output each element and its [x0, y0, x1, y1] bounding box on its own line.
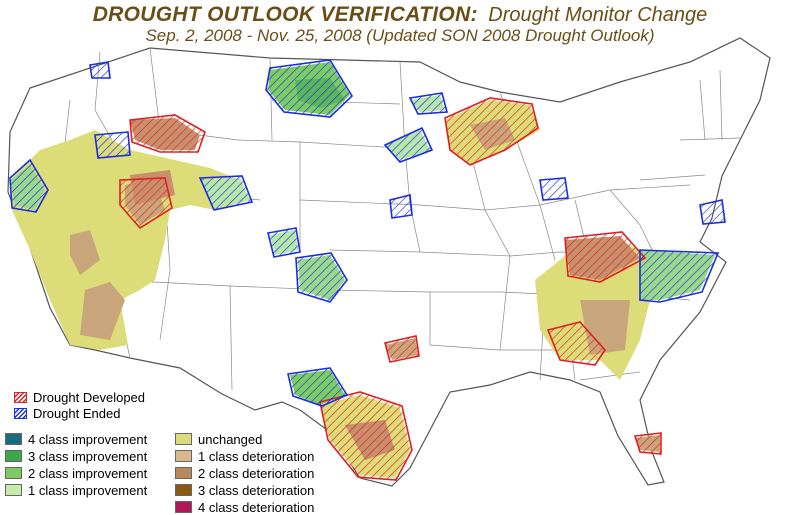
legend-swatch — [5, 450, 22, 462]
red-hatch-swatch — [14, 391, 27, 403]
legend-drought-developed: Drought Developed — [14, 389, 145, 405]
legend-label: unchanged — [198, 431, 263, 447]
legend-swatch — [175, 450, 192, 462]
title-main: DROUGHT OUTLOOK VERIFICATION: — [92, 3, 478, 26]
legend-swatch — [175, 433, 192, 445]
legend-label: 4 class improvement — [28, 431, 148, 447]
legend-item: 1 class improvement — [5, 482, 175, 498]
legend-swatch — [5, 433, 22, 445]
title-sub: Drought Monitor Change — [488, 4, 708, 26]
legend-item: unchanged — [175, 431, 345, 447]
legend-item: 3 class improvement — [5, 448, 175, 464]
legend-item: 4 class improvement — [5, 431, 175, 447]
legend-swatch — [5, 467, 22, 479]
blue-hatch-swatch — [14, 407, 27, 419]
class-legend: 4 class improvement unchanged 3 class im… — [5, 431, 345, 515]
legend-item: 2 class improvement — [5, 465, 175, 481]
legend-label: 1 class deterioration — [198, 448, 315, 464]
hatch-overlays — [9, 59, 726, 481]
legend-drought-ended: Drought Ended — [14, 405, 145, 421]
legend-label: 1 class improvement — [28, 482, 148, 498]
map-title: DROUGHT OUTLOOK VERIFICATION: Drought Mo… — [0, 3, 800, 27]
legend-label: 2 class deterioration — [198, 465, 315, 481]
legend-swatch — [175, 484, 192, 496]
legend-swatch — [175, 467, 192, 479]
legend-item: 1 class deterioration — [175, 448, 345, 464]
map-subtitle: Sep. 2, 2008 - Nov. 25, 2008 (Updated SO… — [145, 26, 655, 45]
legend-item: 4 class deterioration — [175, 499, 345, 515]
legend-label: Drought Ended — [33, 405, 121, 421]
hatch-legend: Drought Developed Drought Ended — [14, 389, 145, 421]
legend-label: Drought Developed — [33, 389, 146, 405]
legend-item: 3 class deterioration — [175, 482, 345, 498]
legend-label: 3 class improvement — [28, 448, 148, 464]
legend-label: 2 class improvement — [28, 465, 148, 481]
legend-swatch — [5, 484, 22, 496]
legend-item: 2 class deterioration — [175, 465, 345, 481]
legend-label: 4 class deterioration — [198, 499, 315, 515]
legend-swatch — [175, 501, 192, 513]
legend-label: 3 class deterioration — [198, 482, 315, 498]
